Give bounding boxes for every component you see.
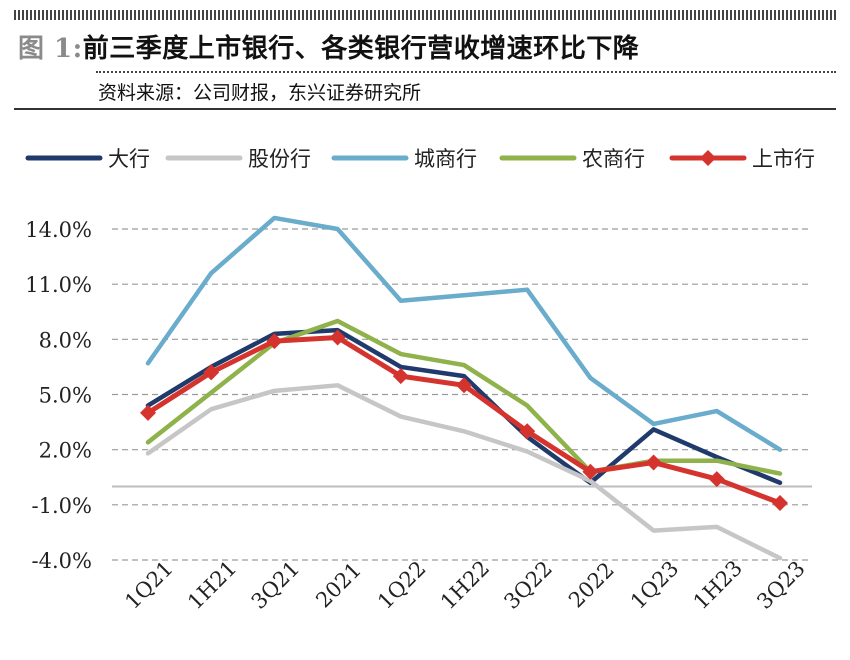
series-line (145, 383, 783, 561)
legend-label: 大行 (108, 147, 150, 171)
data-point-marker (392, 368, 409, 385)
x-tick-label: 3Q23 (752, 556, 809, 613)
series-line (145, 215, 783, 452)
data-point-marker (708, 471, 725, 488)
y-tick-label: -4.0% (32, 549, 92, 573)
data-point-marker (140, 404, 156, 421)
source-note: 资料来源：公司财报，东兴证券研究所 (98, 82, 422, 104)
data-point-marker (203, 364, 220, 381)
data-point-marker (266, 333, 283, 350)
x-tick-label: 1Q22 (373, 556, 430, 613)
y-tick-label: -1.0% (32, 494, 92, 518)
y-tick-label: 11.0% (25, 273, 92, 297)
header-rule (14, 108, 836, 110)
data-point-marker (772, 494, 788, 511)
series-line (145, 318, 783, 476)
y-tick-label: 2.0% (39, 439, 92, 463)
x-tick-label: 3Q21 (247, 556, 304, 613)
x-tick-label: 2022 (564, 558, 619, 613)
legend-label: 股份行 (248, 147, 311, 171)
x-tick-label: 1Q21 (120, 556, 177, 613)
y-tick-label: 5.0% (39, 384, 92, 408)
y-tick-label: 8.0% (39, 328, 92, 352)
figure-label: 图 1: (18, 34, 83, 64)
data-point-marker (329, 329, 346, 346)
header-tick-strip (14, 10, 836, 20)
x-tick-label: 1H21 (183, 556, 241, 614)
legend-label: 上市行 (752, 147, 815, 171)
series-line (145, 327, 783, 486)
legend-label: 城商行 (414, 147, 477, 171)
figure-title: 图 1:前三季度上市银行、各类银行营收增速环比下降 (18, 28, 639, 65)
data-point-marker (645, 454, 662, 471)
x-tick-label: 1H22 (436, 556, 494, 614)
title-dotted-divider (96, 71, 836, 73)
legend-label: 农商行 (582, 147, 645, 171)
data-point-marker (582, 463, 599, 480)
y-tick-label: 14.0% (25, 218, 92, 242)
x-tick-label: 1Q23 (626, 556, 683, 613)
data-point-marker (456, 377, 472, 394)
x-tick-label: 3Q22 (500, 556, 557, 613)
x-tick-label: 2021 (311, 558, 366, 613)
data-point-marker (519, 423, 536, 440)
legend-marker (700, 150, 716, 166)
figure-title-text: 前三季度上市银行、各类银行营收增速环比下降 (82, 34, 640, 64)
x-tick-label: 1H23 (689, 556, 747, 614)
series-line (145, 334, 783, 506)
